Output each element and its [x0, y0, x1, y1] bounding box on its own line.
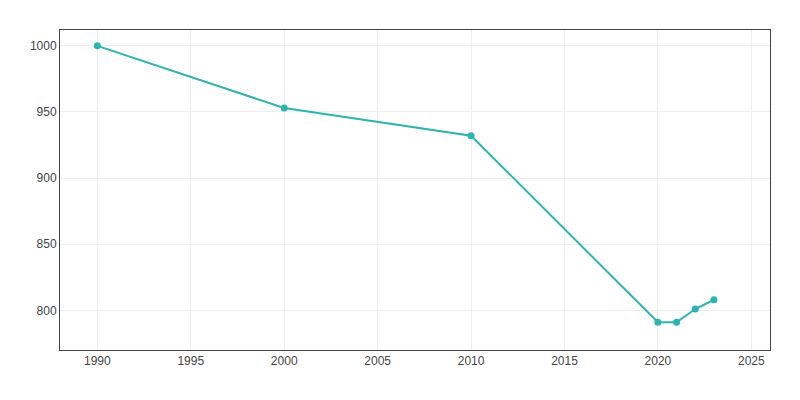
svg-text:950: 950 [37, 105, 57, 119]
svg-text:900: 900 [37, 171, 57, 185]
svg-text:1000: 1000 [30, 39, 57, 53]
svg-text:2015: 2015 [551, 354, 578, 368]
svg-text:2010: 2010 [458, 354, 485, 368]
svg-text:1995: 1995 [177, 354, 204, 368]
svg-text:850: 850 [37, 237, 57, 251]
svg-text:2005: 2005 [364, 354, 391, 368]
svg-text:800: 800 [37, 304, 57, 318]
svg-text:1990: 1990 [84, 354, 111, 368]
svg-text:2025: 2025 [738, 354, 765, 368]
svg-text:2020: 2020 [645, 354, 672, 368]
svg-text:2000: 2000 [271, 354, 298, 368]
